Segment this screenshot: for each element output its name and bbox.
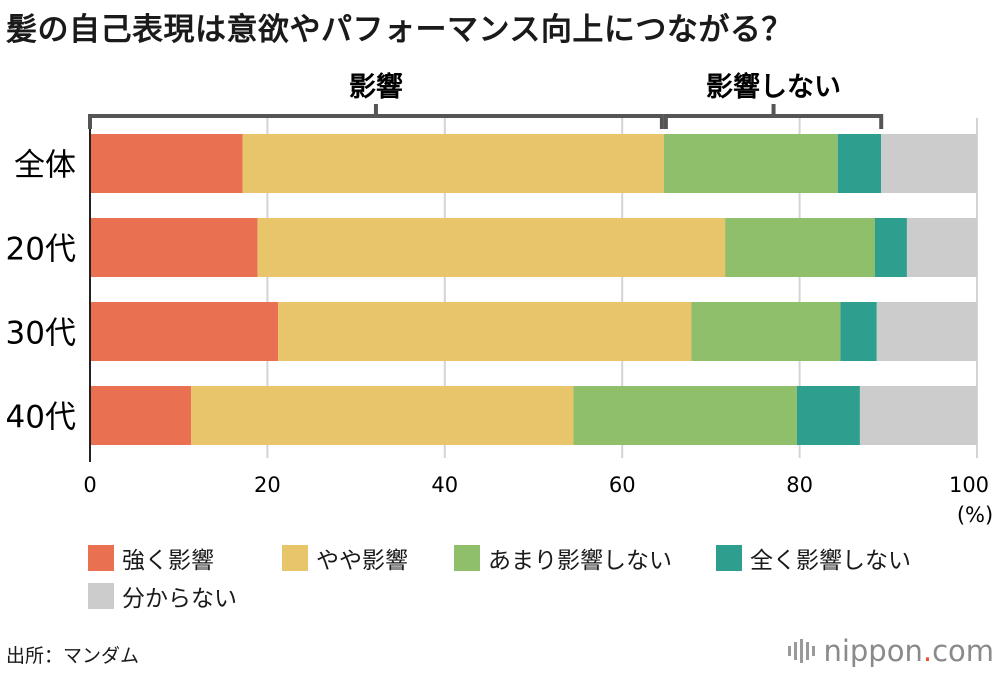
bar-segment bbox=[191, 386, 574, 445]
x-tick-label: 20 bbox=[254, 473, 281, 497]
category-label: 全体 bbox=[14, 148, 76, 184]
bar-segment bbox=[278, 302, 692, 361]
logo-tld: com bbox=[932, 634, 994, 668]
bar-segment bbox=[90, 386, 192, 445]
bracket-line bbox=[663, 114, 884, 129]
legend-label: 分からない bbox=[122, 586, 237, 612]
legend-label: あまり影響しない bbox=[488, 548, 672, 574]
x-tick-label: 80 bbox=[786, 473, 813, 497]
bar-segment bbox=[725, 218, 875, 277]
bar-segment bbox=[874, 218, 907, 277]
category-label: 40代 bbox=[6, 400, 76, 436]
bar-segment bbox=[663, 134, 838, 193]
legend-swatch bbox=[88, 545, 114, 571]
legend-label: やや影響 bbox=[316, 548, 408, 574]
bar-segment bbox=[906, 218, 977, 277]
bracket-label: 影響 bbox=[349, 71, 403, 103]
legend-item-not-much: あまり影響しない bbox=[454, 541, 672, 575]
legend-swatch bbox=[88, 583, 114, 609]
bar-segment bbox=[840, 302, 877, 361]
legend-swatch bbox=[282, 545, 308, 571]
bar-segment bbox=[859, 386, 977, 445]
chart-title: 髪の自己表現は意欲やパフォーマンス向上につながる？ bbox=[6, 12, 793, 48]
bar-segment bbox=[242, 134, 664, 193]
legend-item-dont-know: 分からない bbox=[88, 579, 237, 613]
bar-segment bbox=[573, 386, 797, 445]
bar-segment bbox=[90, 302, 279, 361]
bar-segment bbox=[90, 134, 243, 193]
bracket-label: 影響しない bbox=[706, 71, 841, 103]
category-label: 30代 bbox=[6, 316, 76, 352]
nippon-logo: nippon. com bbox=[788, 634, 994, 668]
legend-swatch bbox=[454, 545, 480, 571]
legend-swatch bbox=[716, 545, 742, 571]
bar-segment bbox=[796, 386, 860, 445]
legend-label: 全く影響しない bbox=[750, 548, 911, 574]
legend-item-somewhat: やや影響 bbox=[282, 541, 408, 575]
bar-segment bbox=[257, 218, 726, 277]
logo-bars-icon bbox=[788, 639, 816, 663]
logo-text: nippon bbox=[823, 634, 923, 668]
source-note: 出所：マンダム bbox=[6, 645, 140, 667]
legend-item-strong: 強く影響 bbox=[88, 541, 214, 575]
legend-item-not-at-all: 全く影響しない bbox=[716, 541, 911, 575]
bar-segment bbox=[837, 134, 882, 193]
x-tick-label: 60 bbox=[609, 473, 636, 497]
bar-segment bbox=[90, 218, 258, 277]
x-tick-label: 100 bbox=[949, 473, 989, 497]
bar-segment bbox=[881, 134, 977, 193]
legend-label: 強く影響 bbox=[122, 548, 214, 574]
x-tick-label: 0 bbox=[83, 473, 96, 497]
bar-segment bbox=[691, 302, 841, 361]
bar-segment bbox=[876, 302, 977, 361]
x-axis-unit: (%) bbox=[957, 503, 993, 527]
logo-dot: . bbox=[922, 634, 933, 668]
x-tick-label: 40 bbox=[431, 473, 458, 497]
category-label: 20代 bbox=[6, 232, 76, 268]
bracket-line bbox=[88, 114, 664, 129]
